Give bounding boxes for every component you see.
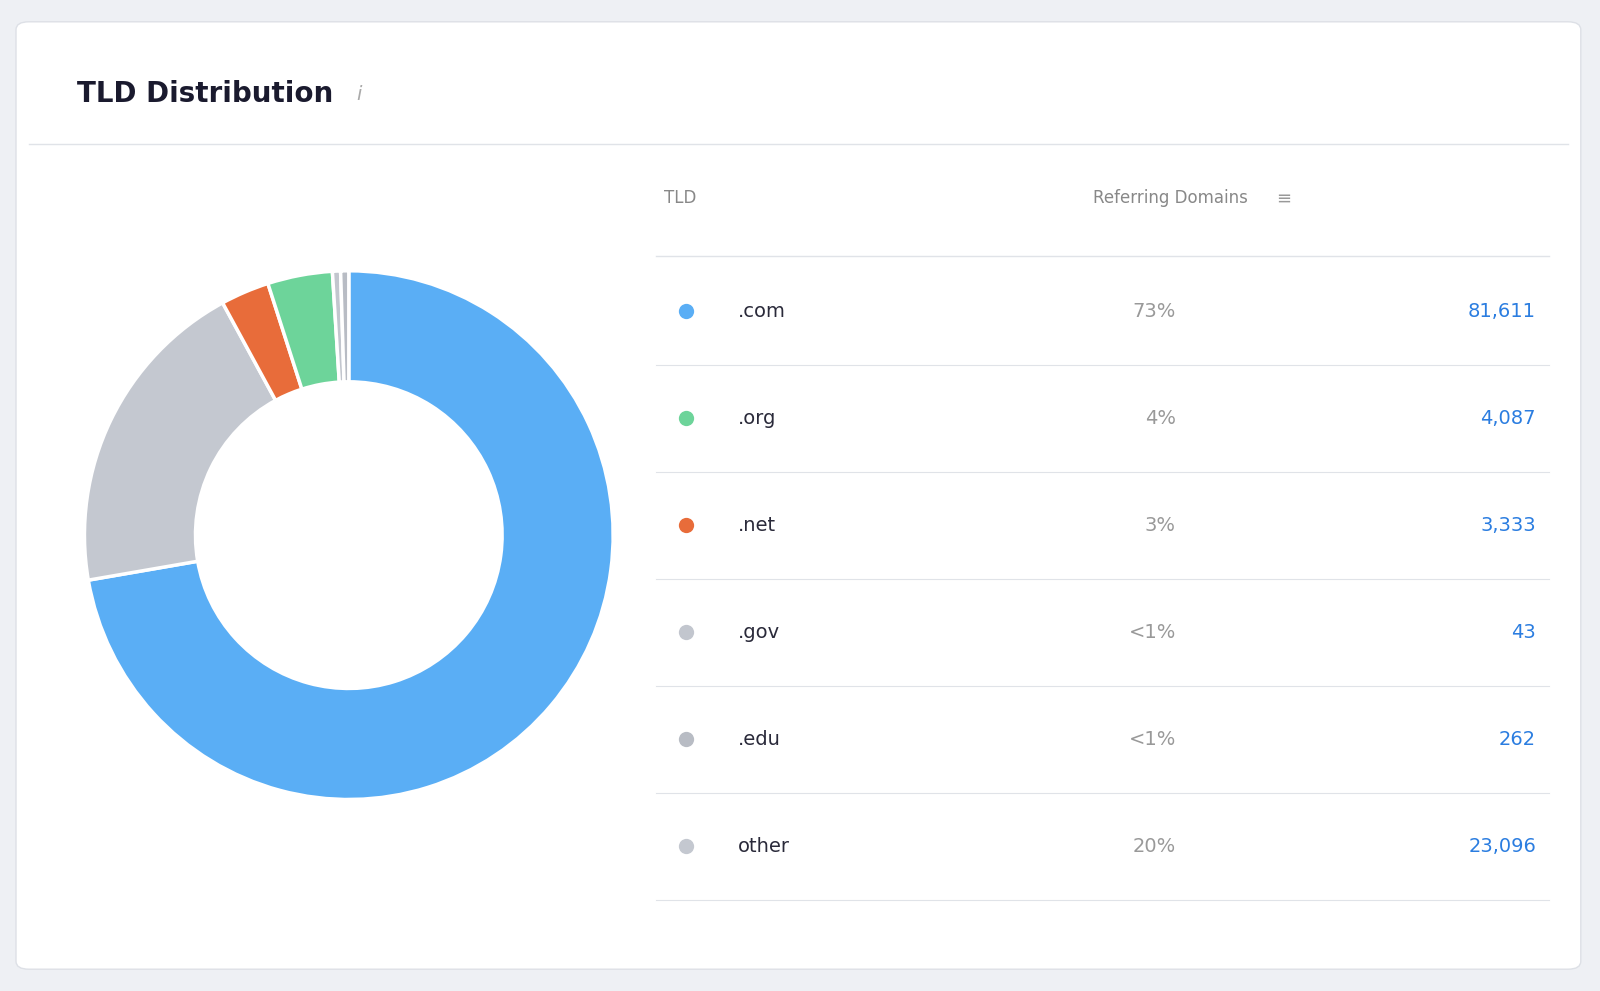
Text: .org: .org	[738, 409, 776, 428]
Text: 73%: 73%	[1133, 302, 1176, 321]
Text: 262: 262	[1499, 730, 1536, 749]
Text: 23,096: 23,096	[1469, 837, 1536, 856]
Text: <1%: <1%	[1128, 623, 1176, 642]
Text: <1%: <1%	[1128, 730, 1176, 749]
FancyBboxPatch shape	[16, 22, 1581, 969]
Text: .edu: .edu	[738, 730, 781, 749]
Text: .net: .net	[738, 516, 776, 535]
Text: 3%: 3%	[1146, 516, 1176, 535]
Wedge shape	[267, 272, 339, 389]
Wedge shape	[88, 271, 613, 800]
Text: 20%: 20%	[1133, 837, 1176, 856]
Text: other: other	[738, 837, 789, 856]
Text: 4%: 4%	[1146, 409, 1176, 428]
Text: 4,087: 4,087	[1480, 409, 1536, 428]
Text: TLD: TLD	[664, 189, 696, 207]
Text: .gov: .gov	[738, 623, 779, 642]
Text: i: i	[357, 84, 362, 104]
Text: 3,333: 3,333	[1480, 516, 1536, 535]
Text: Referring Domains: Referring Domains	[1093, 189, 1248, 207]
Wedge shape	[222, 283, 302, 400]
Text: 81,611: 81,611	[1469, 302, 1536, 321]
Wedge shape	[85, 303, 275, 580]
Text: 43: 43	[1512, 623, 1536, 642]
Text: TLD Distribution: TLD Distribution	[77, 80, 333, 108]
Wedge shape	[333, 271, 344, 383]
Text: .com: .com	[738, 302, 786, 321]
Wedge shape	[341, 271, 349, 382]
Text: ≡: ≡	[1275, 189, 1291, 207]
